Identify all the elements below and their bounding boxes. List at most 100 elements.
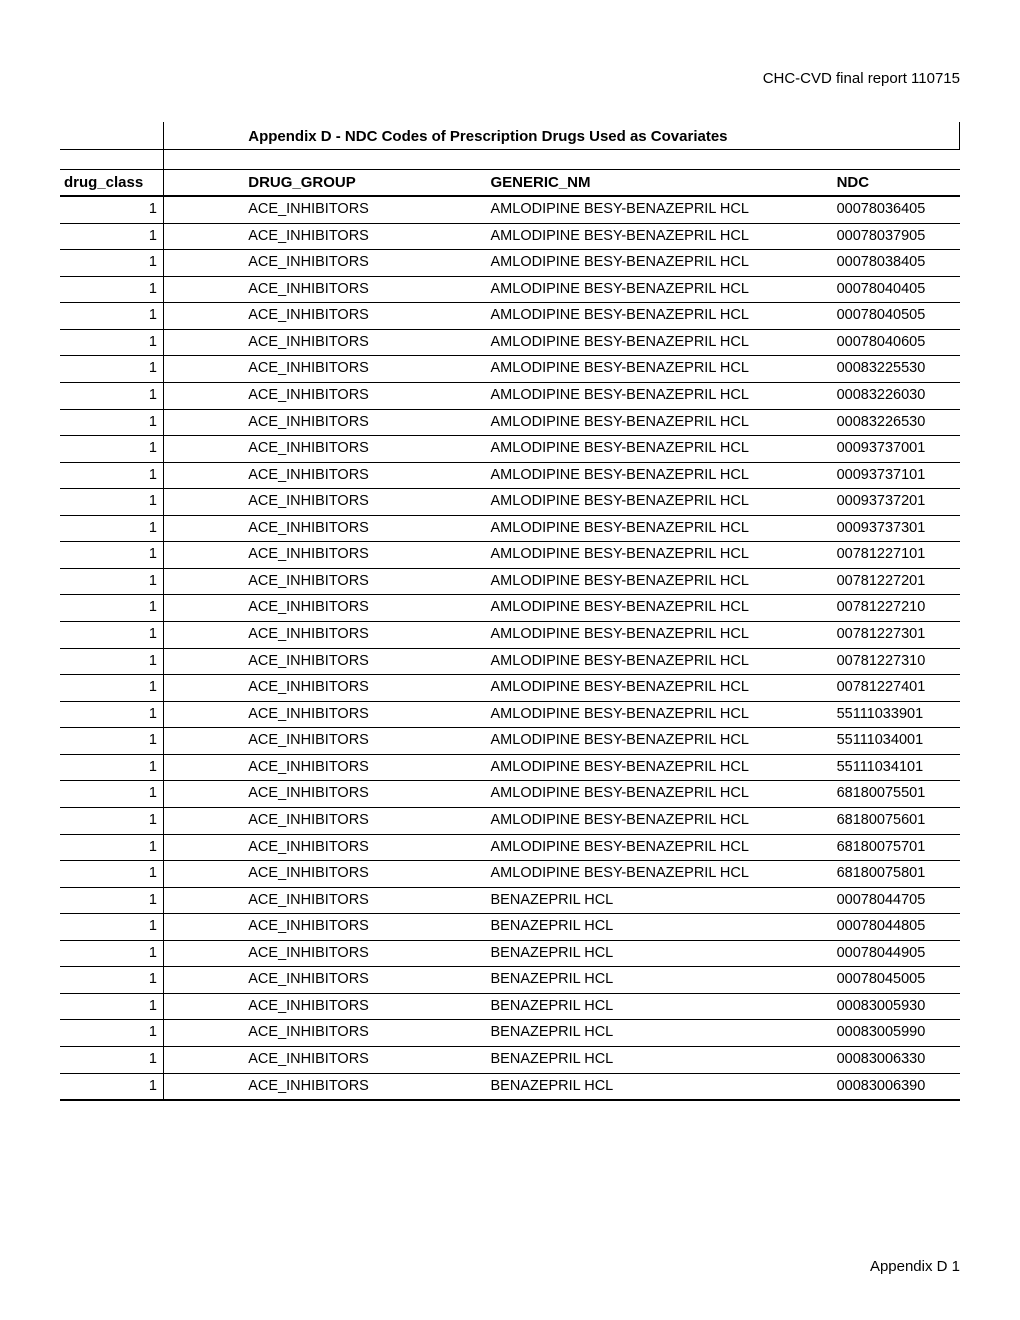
table-row: 1ACE_INHIBITORSAMLODIPINE BESY-BENAZEPRI… [60, 542, 960, 569]
cell-ndc: 55111034001 [833, 728, 960, 755]
cell-drug-class: 1 [60, 967, 164, 994]
cell-ndc: 00083006330 [833, 1047, 960, 1074]
cell-ndc: 00083006390 [833, 1073, 960, 1100]
cell-drug-class: 1 [60, 356, 164, 383]
cell-drug-group: ACE_INHIBITORS [244, 701, 486, 728]
cell-drug-class: 1 [60, 701, 164, 728]
cell-drug-class: 1 [60, 250, 164, 277]
cell-drug-group: ACE_INHIBITORS [244, 356, 486, 383]
cell-drug-class: 1 [60, 781, 164, 808]
cell-generic-nm: AMLODIPINE BESY-BENAZEPRIL HCL [487, 648, 833, 675]
table-row: 1ACE_INHIBITORSAMLODIPINE BESY-BENAZEPRI… [60, 436, 960, 463]
table-row: 1ACE_INHIBITORSAMLODIPINE BESY-BENAZEPRI… [60, 276, 960, 303]
cell-spacer [164, 1047, 245, 1074]
cell-drug-class: 1 [60, 276, 164, 303]
cell-drug-class: 1 [60, 834, 164, 861]
cell-drug-group: ACE_INHIBITORS [244, 568, 486, 595]
cell-drug-group: ACE_INHIBITORS [244, 515, 486, 542]
cell-drug-class: 1 [60, 648, 164, 675]
table-row: 1ACE_INHIBITORSBENAZEPRIL HCL00078044905 [60, 940, 960, 967]
cell-ndc: 00078044705 [833, 887, 960, 914]
cell-drug-group: ACE_INHIBITORS [244, 1047, 486, 1074]
cell-drug-class: 1 [60, 223, 164, 250]
col-header-drug-group: DRUG_GROUP [244, 170, 486, 197]
cell-ndc: 68180075501 [833, 781, 960, 808]
table-body: 1ACE_INHIBITORSAMLODIPINE BESY-BENAZEPRI… [60, 196, 960, 1100]
table-row: 1ACE_INHIBITORSAMLODIPINE BESY-BENAZEPRI… [60, 807, 960, 834]
table-row: 1ACE_INHIBITORSBENAZEPRIL HCL00078044705 [60, 887, 960, 914]
cell-drug-group: ACE_INHIBITORS [244, 861, 486, 888]
cell-drug-group: ACE_INHIBITORS [244, 1073, 486, 1100]
cell-ndc: 68180075801 [833, 861, 960, 888]
cell-drug-group: ACE_INHIBITORS [244, 967, 486, 994]
cell-drug-class: 1 [60, 515, 164, 542]
cell-generic-nm: AMLODIPINE BESY-BENAZEPRIL HCL [487, 515, 833, 542]
cell-drug-group: ACE_INHIBITORS [244, 807, 486, 834]
table-row: 1ACE_INHIBITORSAMLODIPINE BESY-BENAZEPRI… [60, 754, 960, 781]
cell-generic-nm: AMLODIPINE BESY-BENAZEPRIL HCL [487, 728, 833, 755]
cell-generic-nm: AMLODIPINE BESY-BENAZEPRIL HCL [487, 223, 833, 250]
cell-generic-nm: AMLODIPINE BESY-BENAZEPRIL HCL [487, 861, 833, 888]
cell-ndc: 00781227301 [833, 622, 960, 649]
cell-generic-nm: AMLODIPINE BESY-BENAZEPRIL HCL [487, 462, 833, 489]
cell-spacer [164, 781, 245, 808]
cell-spacer [164, 701, 245, 728]
cell-spacer [164, 489, 245, 516]
table-row: 1ACE_INHIBITORSAMLODIPINE BESY-BENAZEPRI… [60, 462, 960, 489]
cell-generic-nm: AMLODIPINE BESY-BENAZEPRIL HCL [487, 675, 833, 702]
cell-drug-class: 1 [60, 1020, 164, 1047]
cell-generic-nm: AMLODIPINE BESY-BENAZEPRIL HCL [487, 303, 833, 330]
table-row: 1ACE_INHIBITORSBENAZEPRIL HCL00078044805 [60, 914, 960, 941]
cell-ndc: 00078038405 [833, 250, 960, 277]
cell-ndc: 00093737101 [833, 462, 960, 489]
cell-generic-nm: BENAZEPRIL HCL [487, 914, 833, 941]
cell-drug-group: ACE_INHIBITORS [244, 781, 486, 808]
cell-generic-nm: AMLODIPINE BESY-BENAZEPRIL HCL [487, 622, 833, 649]
cell-drug-group: ACE_INHIBITORS [244, 303, 486, 330]
cell-drug-group: ACE_INHIBITORS [244, 887, 486, 914]
table-spacer-row [60, 150, 960, 170]
cell-spacer [164, 409, 245, 436]
table-row: 1ACE_INHIBITORSAMLODIPINE BESY-BENAZEPRI… [60, 781, 960, 808]
cell-generic-nm: AMLODIPINE BESY-BENAZEPRIL HCL [487, 276, 833, 303]
table-row: 1ACE_INHIBITORSAMLODIPINE BESY-BENAZEPRI… [60, 595, 960, 622]
cell-generic-nm: BENAZEPRIL HCL [487, 940, 833, 967]
cell-ndc: 00781227210 [833, 595, 960, 622]
cell-drug-group: ACE_INHIBITORS [244, 542, 486, 569]
cell-spacer [164, 329, 245, 356]
cell-ndc: 00083226530 [833, 409, 960, 436]
cell-ndc: 00078045005 [833, 967, 960, 994]
cell-drug-class: 1 [60, 329, 164, 356]
cell-ndc: 00078040505 [833, 303, 960, 330]
cell-spacer [164, 515, 245, 542]
cell-drug-class: 1 [60, 993, 164, 1020]
cell-generic-nm: BENAZEPRIL HCL [487, 1020, 833, 1047]
cell-drug-group: ACE_INHIBITORS [244, 940, 486, 967]
cell-ndc: 55111034101 [833, 754, 960, 781]
cell-spacer [164, 914, 245, 941]
cell-generic-nm: AMLODIPINE BESY-BENAZEPRIL HCL [487, 329, 833, 356]
table-row: 1ACE_INHIBITORSBENAZEPRIL HCL00083005990 [60, 1020, 960, 1047]
cell-generic-nm: AMLODIPINE BESY-BENAZEPRIL HCL [487, 436, 833, 463]
cell-generic-nm: AMLODIPINE BESY-BENAZEPRIL HCL [487, 489, 833, 516]
table-row: 1ACE_INHIBITORSAMLODIPINE BESY-BENAZEPRI… [60, 568, 960, 595]
cell-spacer [164, 276, 245, 303]
cell-ndc: 55111033901 [833, 701, 960, 728]
cell-drug-group: ACE_INHIBITORS [244, 489, 486, 516]
cell-ndc: 00078044805 [833, 914, 960, 941]
cell-drug-class: 1 [60, 1047, 164, 1074]
cell-ndc: 00078040405 [833, 276, 960, 303]
cell-spacer [164, 250, 245, 277]
cell-generic-nm: BENAZEPRIL HCL [487, 967, 833, 994]
cell-spacer [164, 568, 245, 595]
table-row: 1ACE_INHIBITORSBENAZEPRIL HCL00083006390 [60, 1073, 960, 1100]
table-row: 1ACE_INHIBITORSAMLODIPINE BESY-BENAZEPRI… [60, 701, 960, 728]
cell-ndc: 00078040605 [833, 329, 960, 356]
cell-drug-class: 1 [60, 542, 164, 569]
col-header-drug-class: drug_class [60, 170, 164, 197]
cell-drug-group: ACE_INHIBITORS [244, 675, 486, 702]
cell-generic-nm: AMLODIPINE BESY-BENAZEPRIL HCL [487, 356, 833, 383]
cell-spacer [164, 887, 245, 914]
cell-ndc: 68180075701 [833, 834, 960, 861]
cell-drug-class: 1 [60, 436, 164, 463]
